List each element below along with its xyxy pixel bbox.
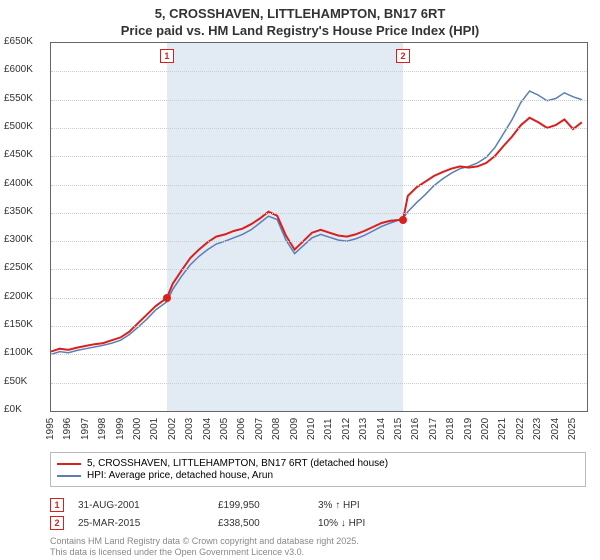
series-line <box>51 118 582 352</box>
transaction-dot <box>399 216 407 224</box>
footer-line-1: Contains HM Land Registry data © Crown c… <box>50 536 359 547</box>
y-axis-label: £450K <box>4 149 48 160</box>
series-line <box>51 91 582 354</box>
x-axis-label: 1995 <box>45 418 56 440</box>
x-axis-label: 2017 <box>428 418 439 440</box>
legend-item-1: 5, CROSSHAVEN, LITTLEHAMPTON, BN17 6RT (… <box>57 458 579 469</box>
y-axis-label: £400K <box>4 178 48 189</box>
chart-lines <box>51 43 587 411</box>
transaction-date-1: 31-AUG-2001 <box>78 500 218 511</box>
gridline <box>51 128 587 129</box>
x-axis-label: 2020 <box>480 418 491 440</box>
transaction-marker-box: 1 <box>160 49 174 63</box>
x-axis-label: 2001 <box>149 418 160 440</box>
title-line-2: Price paid vs. HM Land Registry's House … <box>0 23 600 40</box>
legend-label-2: HPI: Average price, detached house, Arun <box>87 470 273 481</box>
x-axis-label: 2009 <box>289 418 300 440</box>
legend-label-1: 5, CROSSHAVEN, LITTLEHAMPTON, BN17 6RT (… <box>87 458 388 469</box>
gridline <box>51 269 587 270</box>
transaction-price-2: £338,500 <box>218 518 318 529</box>
gridline <box>51 354 587 355</box>
x-axis-label: 2011 <box>323 418 334 440</box>
y-axis-label: £550K <box>4 93 48 104</box>
y-axis-label: £100K <box>4 347 48 358</box>
transaction-marker-1: 1 <box>50 498 64 512</box>
legend-swatch-2 <box>57 475 81 477</box>
x-axis-label: 2004 <box>202 418 213 440</box>
x-axis-label: 2022 <box>515 418 526 440</box>
x-axis-label: 2008 <box>271 418 282 440</box>
y-axis-label: £600K <box>4 64 48 75</box>
transaction-price-1: £199,950 <box>218 500 318 511</box>
transaction-row-1: 1 31-AUG-2001 £199,950 3% ↑ HPI <box>50 498 586 512</box>
x-axis-label: 2023 <box>532 418 543 440</box>
gridline <box>51 241 587 242</box>
x-axis-label: 2016 <box>410 418 421 440</box>
gridline <box>51 156 587 157</box>
transaction-dot <box>163 294 171 302</box>
legend-swatch-1 <box>57 463 81 465</box>
y-axis-label: £650K <box>4 36 48 47</box>
x-axis-label: 2010 <box>306 418 317 440</box>
y-axis-label: £150K <box>4 319 48 330</box>
x-axis-label: 2002 <box>167 418 178 440</box>
x-axis-label: 1999 <box>115 418 126 440</box>
y-axis-label: £50K <box>4 376 48 387</box>
y-axis-label: £200K <box>4 291 48 302</box>
x-axis-label: 2025 <box>567 418 578 440</box>
gridline <box>51 100 587 101</box>
x-axis-label: 2006 <box>236 418 247 440</box>
gridline <box>51 213 587 214</box>
gridline <box>51 326 587 327</box>
x-axis-label: 2000 <box>132 418 143 440</box>
x-axis-label: 1996 <box>62 418 73 440</box>
x-axis-label: 1997 <box>80 418 91 440</box>
x-axis-label: 2024 <box>550 418 561 440</box>
x-axis-label: 2021 <box>497 418 508 440</box>
x-axis-label: 2014 <box>376 418 387 440</box>
legend-item-2: HPI: Average price, detached house, Arun <box>57 470 579 481</box>
x-axis-label: 1998 <box>97 418 108 440</box>
title-line-1: 5, CROSSHAVEN, LITTLEHAMPTON, BN17 6RT <box>0 6 600 23</box>
y-axis-label: £0K <box>4 404 48 415</box>
x-axis-label: 2003 <box>184 418 195 440</box>
transaction-marker-box: 2 <box>396 49 410 63</box>
transaction-delta-1: 3% ↑ HPI <box>318 500 428 511</box>
x-axis-label: 2018 <box>445 418 456 440</box>
x-axis-label: 2019 <box>463 418 474 440</box>
x-axis-label: 2005 <box>219 418 230 440</box>
legend-box: 5, CROSSHAVEN, LITTLEHAMPTON, BN17 6RT (… <box>50 452 586 487</box>
chart-plot-area: 12 <box>50 42 588 412</box>
gridline <box>51 298 587 299</box>
transaction-delta-2: 10% ↓ HPI <box>318 518 428 529</box>
x-axis-label: 2007 <box>254 418 265 440</box>
transaction-row-2: 2 25-MAR-2015 £338,500 10% ↓ HPI <box>50 516 586 530</box>
gridline <box>51 71 587 72</box>
x-axis-label: 2013 <box>358 418 369 440</box>
transaction-marker-2: 2 <box>50 516 64 530</box>
y-axis-label: £350K <box>4 206 48 217</box>
x-axis-label: 2012 <box>341 418 352 440</box>
y-axis-label: £500K <box>4 121 48 132</box>
y-axis-label: £300K <box>4 234 48 245</box>
footer-line-2: This data is licensed under the Open Gov… <box>50 547 359 558</box>
transaction-date-2: 25-MAR-2015 <box>78 518 218 529</box>
x-axis-label: 2015 <box>393 418 404 440</box>
gridline <box>51 185 587 186</box>
y-axis-label: £250K <box>4 262 48 273</box>
gridline <box>51 383 587 384</box>
